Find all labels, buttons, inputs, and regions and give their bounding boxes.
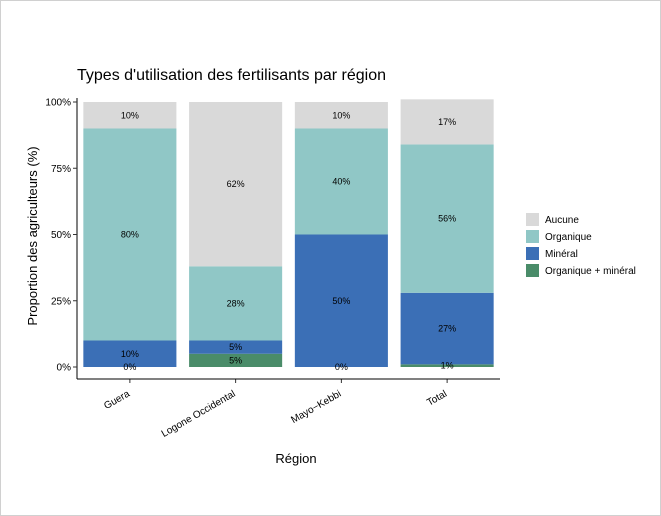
bar-min-ral-3: [294, 234, 388, 367]
data-label-min-ral-3: 50%: [332, 296, 350, 306]
x-tick-label-4: Total: [425, 389, 449, 409]
data-label-min-ral-2: 5%: [229, 342, 242, 352]
legend-label-organique: Organique: [545, 232, 592, 243]
bar-aucune-1: [83, 102, 177, 129]
data-label-aucune-3: 10%: [332, 110, 350, 120]
data-label-organique-min-ral-4: 1%: [441, 361, 454, 371]
bar-organique-min-ral-2: [189, 353, 283, 367]
data-label-organique-4: 56%: [438, 214, 456, 224]
data-label-organique-2: 28%: [227, 298, 245, 308]
y-axis-title: Proportion des agriculteurs (%): [25, 146, 40, 325]
y-tick-label-75: 75%: [51, 164, 71, 175]
legend-label-min-ral: Minéral: [545, 249, 578, 260]
data-label-aucune-2: 62%: [227, 179, 245, 189]
data-label-min-ral-4: 27%: [438, 324, 456, 334]
data-labels-group: 0% 10% 80% 10% 5% 5% 28% 62% 0% 50% 40% 10% 1% 27% 56%…: [121, 110, 456, 372]
bar-aucune-4: [400, 99, 494, 145]
bar-min-ral-1: [83, 340, 177, 367]
data-label-organique-min-ral-2: 5%: [229, 355, 242, 365]
bars-group: [83, 99, 494, 367]
y-tick-label-0: 0%: [57, 363, 72, 374]
bar-aucune-3: [294, 102, 388, 129]
bar-organique-4: [400, 144, 494, 293]
x-tick-label-3: Mayo−Kebbi: [289, 389, 343, 426]
legend-key-min-ral: [526, 247, 539, 260]
x-tick-label-2: Logone Occidental: [160, 389, 238, 440]
data-label-organique-3: 40%: [332, 177, 350, 187]
bar-organique-2: [189, 266, 283, 341]
legend-key-aucune: [526, 213, 539, 226]
legend-label-aucune: Aucune: [545, 215, 579, 226]
bar-organique-3: [294, 128, 388, 235]
data-label-min-ral-1: 10%: [121, 349, 139, 359]
data-label-aucune-1: 10%: [121, 110, 139, 120]
bar-min-ral-4: [400, 292, 494, 365]
legend-key-organique: [526, 230, 539, 243]
bar-organique-min-ral-4: [400, 364, 494, 367]
y-tick-label-25: 25%: [51, 296, 71, 307]
legend-key-organique-min-ral: [526, 264, 539, 277]
data-label-organique-min-ral-1: 0%: [123, 362, 136, 372]
bar-organique-1: [83, 128, 177, 341]
bar-min-ral-2: [189, 340, 283, 354]
y-tick-label-50: 50%: [51, 230, 71, 241]
data-label-organique-1: 80%: [121, 230, 139, 240]
legend: Aucune Organique Minéral Organique + minéra…: [526, 213, 636, 277]
bar-aucune-2: [189, 102, 283, 267]
data-label-aucune-4: 17%: [438, 117, 456, 127]
y-tick-label-100: 100%: [45, 98, 71, 109]
x-axis-title: Région: [275, 451, 316, 466]
x-tick-label-1: Guera: [102, 388, 132, 412]
chart-title: Types d'utilisation des fertilisants par…: [77, 67, 386, 84]
data-label-organique-min-ral-3: 0%: [335, 362, 348, 372]
legend-label-organique-min-ral: Organique + minéral: [545, 266, 636, 277]
